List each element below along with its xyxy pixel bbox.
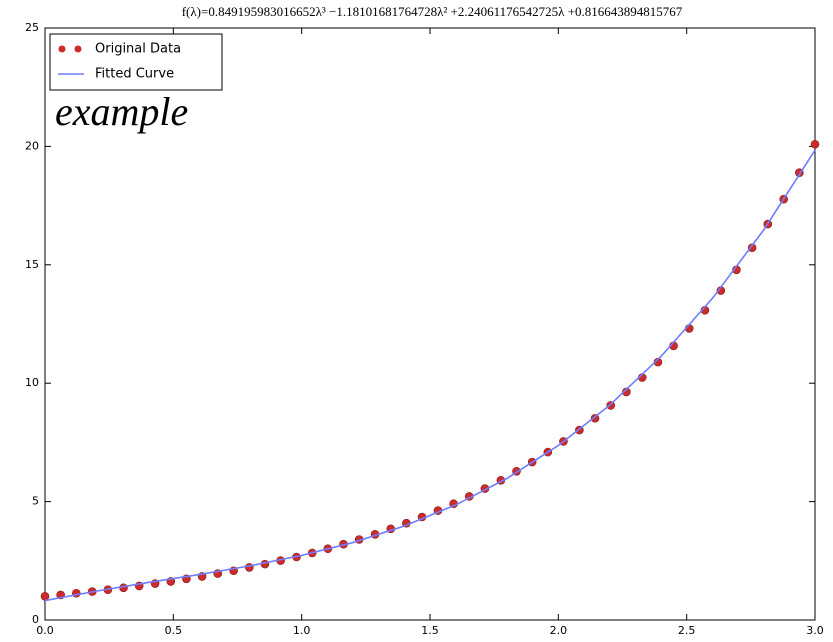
- x-tick-label: 2.5: [678, 624, 696, 637]
- legend-marker: [74, 45, 82, 53]
- y-tick-label: 10: [25, 376, 39, 389]
- x-tick-label: 1.5: [421, 624, 439, 637]
- legend-label: Fitted Curve: [95, 67, 174, 82]
- data-point: [622, 387, 631, 397]
- annotation: example: [55, 89, 188, 134]
- y-tick-label: 15: [25, 258, 39, 271]
- x-tick-label: 1.0: [293, 624, 311, 637]
- x-tick-label: 3.0: [806, 624, 824, 637]
- x-tick-label: 0.0: [36, 624, 54, 637]
- y-tick-label: 20: [25, 139, 39, 152]
- x-tick-label: 0.5: [165, 624, 183, 637]
- fitted-line: [44, 149, 816, 602]
- x-tick-label: 2.0: [550, 624, 568, 637]
- data-point: [40, 592, 50, 601]
- data-point: [590, 413, 600, 423]
- y-tick-label: 0: [32, 613, 39, 626]
- y-tick-label: 5: [32, 495, 39, 508]
- data-point: [747, 243, 757, 253]
- legend-box: [49, 33, 223, 91]
- y-tick-label: 25: [25, 21, 39, 34]
- chart-title: f(λ)=0.849195983016652λ³ −1.181016817647…: [182, 4, 683, 19]
- data-point: [606, 401, 615, 410]
- data-point: [810, 139, 820, 149]
- legend-marker: [58, 45, 66, 53]
- legend-label: Original Data: [95, 42, 181, 57]
